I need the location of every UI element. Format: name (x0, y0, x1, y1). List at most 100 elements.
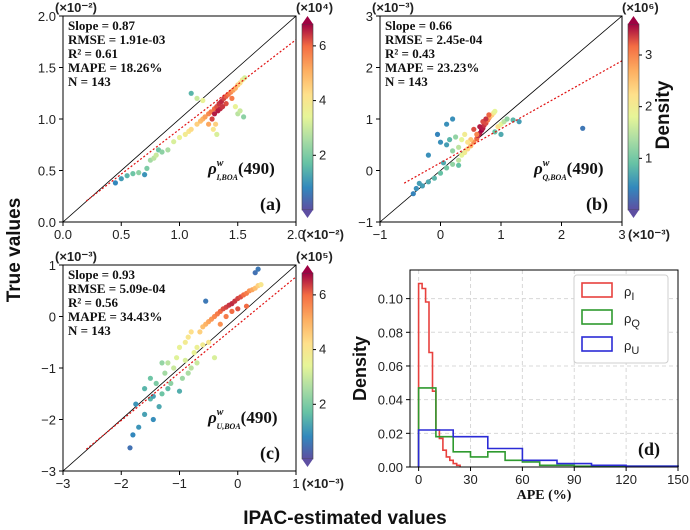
colorbar-tick-label: 6 (319, 38, 326, 53)
colorbar-tick-label: 2 (645, 99, 652, 114)
stat-line: N = 143 (385, 74, 428, 89)
histogram-series-U (417, 429, 679, 467)
symbol-text: ρ (533, 159, 543, 178)
data-point (165, 147, 171, 153)
data-point (229, 95, 235, 101)
data-point (130, 171, 136, 177)
legend-label: ρQ (624, 311, 640, 330)
colorbar (301, 272, 314, 460)
data-point (217, 321, 223, 327)
data-point (213, 121, 219, 127)
data-point (165, 386, 171, 392)
x-scale-note: (×10⁻³) (302, 476, 344, 491)
data-point (136, 170, 142, 176)
data-point (142, 172, 148, 178)
data-point (130, 432, 136, 438)
x-tick-label: 1.5 (229, 227, 247, 242)
x-tick-label: 1.0 (170, 227, 188, 242)
subscript-text: Q,BOA (542, 173, 567, 182)
data-point (202, 114, 208, 120)
y-tick-label: 2.0 (38, 9, 56, 24)
x-scale-note: (×10⁻³) (628, 227, 670, 242)
data-point (174, 355, 180, 361)
x-tick-label: 0 (437, 227, 444, 242)
panel-letter: (d) (638, 439, 660, 460)
data-point (465, 139, 471, 145)
data-point (434, 131, 441, 137)
data-point (188, 365, 194, 371)
colorbar-bottom-cap (302, 210, 313, 218)
data-point (235, 306, 241, 312)
x-tick-label: 90 (567, 472, 581, 487)
y-tick-label: 0 (366, 164, 373, 179)
stat-line: RMSE = 1.91e-03 (68, 32, 166, 47)
data-point (136, 424, 142, 430)
colorbar-tick-label: 2 (319, 396, 326, 411)
data-point (214, 131, 220, 137)
y-tick-label: 0.00 (378, 460, 403, 475)
histogram-series-I (417, 282, 461, 467)
panel-variable-label: ρw Q,BOA(490) (533, 158, 604, 182)
colorbar-tick-label: 1 (645, 150, 652, 165)
data-point (456, 144, 462, 150)
data-point (197, 329, 203, 335)
data-point (153, 152, 159, 158)
x-tick-label: −1 (172, 476, 187, 491)
data-point (450, 148, 456, 154)
data-point (237, 108, 243, 114)
y-tick-label: −2 (41, 413, 56, 428)
data-point (483, 116, 489, 122)
superscript-text: w (543, 158, 550, 169)
data-point (425, 179, 431, 185)
legend-subscript: Q (631, 318, 640, 330)
colorbar-tick-label: 2 (319, 147, 326, 162)
data-point (450, 161, 456, 167)
stat-line: Slope = 0.66 (385, 18, 452, 33)
data-point (133, 401, 139, 407)
x-tick-label: 0.0 (54, 227, 72, 242)
data-point (142, 386, 148, 392)
data-point (124, 173, 130, 179)
data-point (450, 116, 456, 122)
colorbar-bottom-cap (628, 210, 639, 218)
y-tick-label: 3 (366, 9, 373, 24)
data-point (223, 101, 229, 107)
data-point (220, 104, 226, 110)
data-point (182, 131, 188, 137)
data-point (159, 360, 165, 366)
subscript-text: I,BOA (215, 173, 238, 182)
stat-line: Slope = 0.87 (68, 18, 135, 33)
y-scale-note: (×10⁻³) (55, 249, 97, 264)
data-point (462, 149, 468, 156)
data-point (182, 339, 188, 345)
data-point (210, 126, 216, 132)
y-tick-label: −1 (358, 215, 373, 230)
y-tick-label: 1.0 (38, 112, 56, 127)
point-group (127, 266, 264, 451)
data-point (223, 313, 229, 320)
data-point (194, 344, 200, 350)
x-tick-label: 2 (558, 227, 565, 242)
y-tick-label: 0.5 (38, 164, 56, 179)
data-point (191, 350, 197, 356)
y-tick-label: 2 (366, 61, 373, 76)
data-point (477, 124, 483, 130)
data-point (462, 131, 468, 137)
y-tick-label: 0.04 (378, 393, 403, 408)
stat-line: R² = 0.61 (68, 46, 118, 61)
data-point (179, 375, 185, 381)
data-point (200, 342, 206, 348)
y-tick-label: 1 (366, 112, 373, 127)
data-point (243, 303, 250, 309)
colorbar-scale-note: (×10⁶) (622, 0, 659, 15)
data-point (474, 131, 480, 137)
panel-variable-label: ρw I,BOA(490) (207, 158, 275, 182)
legend-swatch-I (581, 282, 613, 298)
stat-line: N = 143 (68, 74, 111, 89)
point-group (112, 75, 248, 186)
y-scale-note: (×10⁻³) (372, 0, 414, 15)
stat-line: MAPE = 34.43% (68, 309, 162, 324)
point-group (410, 108, 586, 197)
data-point (447, 137, 453, 143)
